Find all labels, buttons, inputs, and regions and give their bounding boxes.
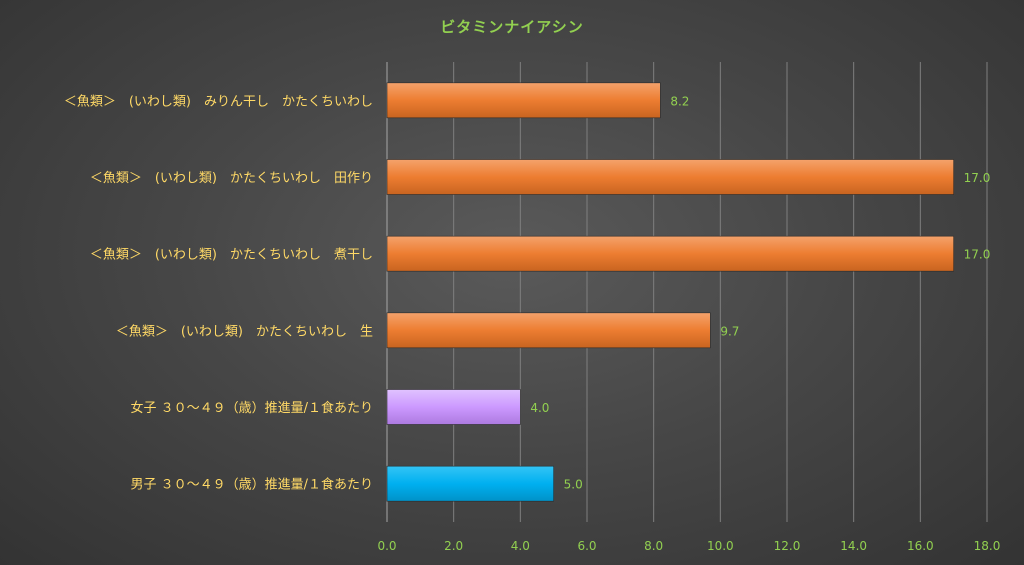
bar — [386, 235, 954, 272]
bar — [386, 82, 661, 119]
bar — [386, 159, 954, 195]
bar — [386, 389, 521, 425]
category-label: 男子 ３０～４９（歳）推進量/１食あたり — [130, 477, 373, 493]
data-label: 5.0 — [564, 478, 583, 492]
data-label: 8.2 — [670, 94, 689, 108]
x-tick-label: 14.0 — [840, 539, 867, 553]
bar — [386, 312, 711, 349]
category-label: 女子 ３０～４９（歳）推進量/１食あたり — [130, 400, 373, 416]
x-tick-label: 16.0 — [907, 539, 934, 553]
data-label: 4.0 — [530, 401, 549, 415]
data-label: 9.7 — [720, 324, 739, 338]
x-tick-label: 0.0 — [377, 539, 396, 553]
x-tick-label: 6.0 — [577, 539, 596, 553]
x-tick-label: 2.0 — [444, 539, 463, 553]
x-tick-label: 8.0 — [644, 539, 663, 553]
category-label: ＜魚類＞ (いわし類) みりん干し かたくちいわし — [64, 94, 373, 109]
bar — [386, 465, 554, 502]
x-tick-label: 10.0 — [707, 539, 734, 553]
data-label: 17.0 — [964, 248, 991, 262]
data-label: 17.0 — [964, 171, 991, 185]
x-tick-label: 4.0 — [511, 539, 530, 553]
category-label: ＜魚類＞ (いわし類) かたくちいわし 田作り — [90, 171, 373, 186]
x-tick-label: 18.0 — [974, 539, 1001, 553]
category-label: ＜魚類＞ (いわし類) かたくちいわし 煮干し — [90, 248, 373, 263]
chart-title: ビタミンナイアシン — [440, 18, 584, 36]
category-label: ＜魚類＞ (いわし類) かたくちいわし 生 — [116, 324, 373, 339]
x-tick-label: 12.0 — [774, 539, 801, 553]
